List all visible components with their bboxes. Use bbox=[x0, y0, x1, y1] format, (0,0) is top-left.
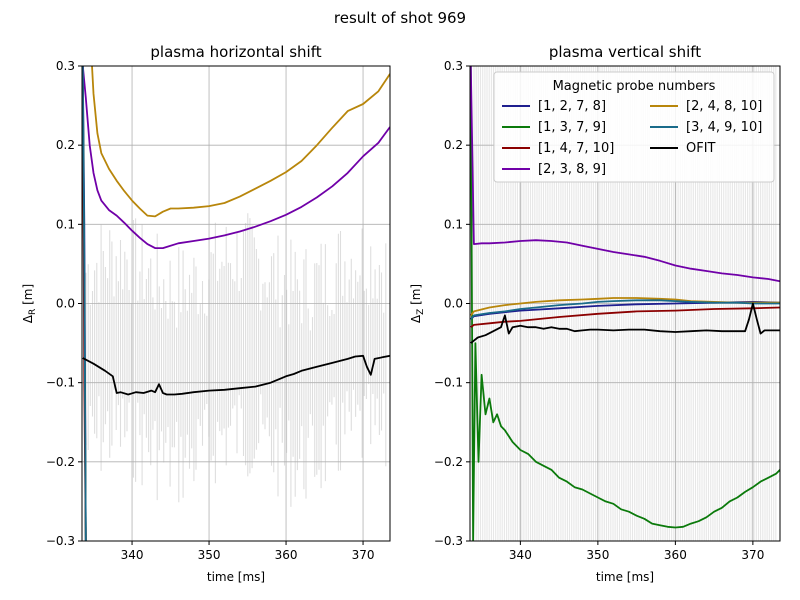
series-line-ofit bbox=[82, 354, 390, 396]
series-lines bbox=[82, 66, 390, 541]
y-tick-label: −0.2 bbox=[434, 455, 463, 469]
x-tick-label: 360 bbox=[275, 548, 298, 562]
x-tick-label: 350 bbox=[586, 548, 609, 562]
axes-horizontal-shift: −0.3 −0.2 −0.1 0.0 0.1 0.2 0.3 340 350 360 370 pl… bbox=[21, 43, 391, 584]
y-axis-label-unit: [m] bbox=[409, 284, 423, 309]
legend-title: Magnetic probe numbers bbox=[553, 79, 716, 94]
series-line-2-3-8-9 bbox=[470, 66, 780, 283]
y-tick-label: −0.1 bbox=[46, 376, 75, 390]
legend: Magnetic probe numbers [1, 2, 7, 8] [1, 3… bbox=[493, 71, 775, 183]
legend-label-3-4-9-10: [3, 4, 9, 10] bbox=[686, 120, 762, 135]
series-line-ofit bbox=[470, 302, 780, 344]
y-tick-label: −0.1 bbox=[434, 376, 463, 390]
x-tick-label: 360 bbox=[664, 548, 687, 562]
legend-label-2-4-8-10: [2, 4, 8, 10] bbox=[686, 99, 762, 114]
y-tick-label: 0.2 bbox=[56, 138, 75, 152]
series-line-2-3-8-9 bbox=[82, 66, 390, 250]
x-tick-label: 370 bbox=[741, 548, 764, 562]
noise-band bbox=[85, 213, 387, 507]
legend-entries: [1, 2, 7, 8] [1, 3, 7, 9] [1, 4, 7, 10] [2,… bbox=[502, 99, 762, 177]
tick-marks bbox=[78, 65, 364, 545]
y-tick-label: −0.2 bbox=[46, 455, 75, 469]
series-line-3-4-9-10 bbox=[82, 66, 87, 541]
y-axis-label-sub: R bbox=[28, 309, 38, 315]
tick-marks bbox=[466, 65, 754, 545]
y-axis-label-main: Δ bbox=[21, 314, 35, 323]
y-tick-label: 0.2 bbox=[444, 138, 463, 152]
x-tick-label: 370 bbox=[352, 548, 375, 562]
series-lines bbox=[470, 66, 780, 541]
y-tick-label: −0.3 bbox=[46, 534, 75, 548]
figure-suptitle: result of shot 969 bbox=[334, 9, 466, 27]
y-axis-label-unit: [m] bbox=[21, 284, 35, 309]
legend-box bbox=[493, 71, 775, 183]
y-tick-label: 0.1 bbox=[444, 217, 463, 231]
x-tick-label: 340 bbox=[121, 548, 144, 562]
y-tick-label: 0.3 bbox=[444, 59, 463, 73]
tick-labels-x: 340 350 360 370 bbox=[121, 548, 375, 562]
y-tick-label: 0.0 bbox=[56, 297, 75, 311]
x-tick-label: 350 bbox=[198, 548, 221, 562]
tick-labels-x: 340 350 360 370 bbox=[509, 548, 764, 562]
series-line-2-4-8-10 bbox=[91, 66, 390, 218]
axes-title: plasma horizontal shift bbox=[150, 43, 321, 61]
y-axis-label-sub: Z bbox=[416, 309, 426, 315]
legend-label-1-4-7-10: [1, 4, 7, 10] bbox=[538, 141, 614, 156]
x-axis-label: time [ms] bbox=[596, 570, 654, 584]
y-tick-label: 0.0 bbox=[444, 297, 463, 311]
y-tick-label: 0.3 bbox=[56, 59, 75, 73]
y-axis-label-main: Δ bbox=[409, 314, 423, 323]
y-axis-label: ΔZ [m] bbox=[409, 284, 426, 323]
x-axis-label: time [ms] bbox=[207, 570, 265, 584]
y-tick-label: 0.1 bbox=[56, 217, 75, 231]
legend-label-1-2-7-8: [1, 2, 7, 8] bbox=[538, 99, 606, 114]
y-tick-label: −0.3 bbox=[434, 534, 463, 548]
axes-title: plasma vertical shift bbox=[549, 43, 701, 61]
tick-labels-y: −0.3 −0.2 −0.1 0.0 0.1 0.2 0.3 bbox=[46, 59, 75, 548]
tick-labels-y: −0.3 −0.2 −0.1 0.0 0.1 0.2 0.3 bbox=[434, 59, 463, 548]
y-axis-label: ΔR [m] bbox=[21, 284, 38, 323]
legend-label-1-3-7-9: [1, 3, 7, 9] bbox=[538, 120, 606, 135]
legend-label-2-3-8-9: [2, 3, 8, 9] bbox=[538, 162, 606, 177]
series-line-1-3-7-9 bbox=[470, 66, 780, 541]
series-line-3-4-9-10 bbox=[470, 299, 780, 320]
legend-label-ofit: OFIT bbox=[686, 141, 716, 156]
axes-vertical-shift: −0.3 −0.2 −0.1 0.0 0.1 0.2 0.3 340 350 360 370 pl… bbox=[409, 43, 781, 584]
series-line-1-4-7-10 bbox=[470, 306, 780, 328]
x-tick-label: 340 bbox=[509, 548, 532, 562]
